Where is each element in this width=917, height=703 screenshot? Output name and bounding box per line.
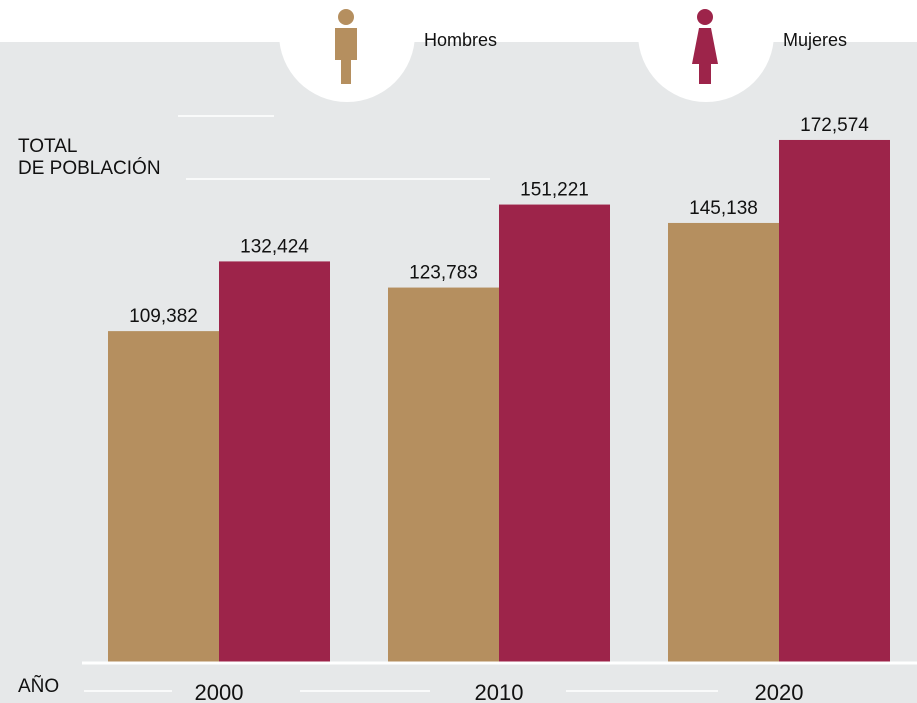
data-label: 145,138 — [689, 198, 758, 219]
data-label: 151,221 — [520, 180, 589, 201]
x-axis-title: AÑO — [18, 676, 60, 697]
bar-mujeres-2000 — [219, 261, 330, 662]
data-label: 172,574 — [800, 115, 869, 136]
x-tick-label: 2010 — [475, 680, 524, 703]
y-axis-title-line1: TOTAL — [18, 136, 78, 157]
man-icon — [335, 9, 357, 84]
bar-mujeres-2020 — [779, 139, 890, 663]
bar-hombres-2000 — [108, 331, 219, 662]
bar-hombres-2020 — [668, 222, 779, 662]
y-axis-title: TOTAL DE POBLACIÓN — [18, 136, 161, 180]
legend-women-label: Mujeres — [783, 30, 848, 50]
data-label: 132,424 — [240, 236, 309, 257]
x-tick-label: 2000 — [195, 680, 244, 703]
bar-hombres-2010 — [388, 287, 499, 662]
woman-icon — [692, 9, 718, 84]
x-tick-label: 2020 — [755, 680, 804, 703]
y-axis-title-line2: DE POBLACIÓN — [18, 158, 161, 179]
legend-men-label: Hombres — [424, 30, 498, 50]
data-label: 109,382 — [129, 306, 198, 327]
data-label: 123,783 — [409, 263, 478, 284]
bar-mujeres-2010 — [499, 204, 610, 663]
